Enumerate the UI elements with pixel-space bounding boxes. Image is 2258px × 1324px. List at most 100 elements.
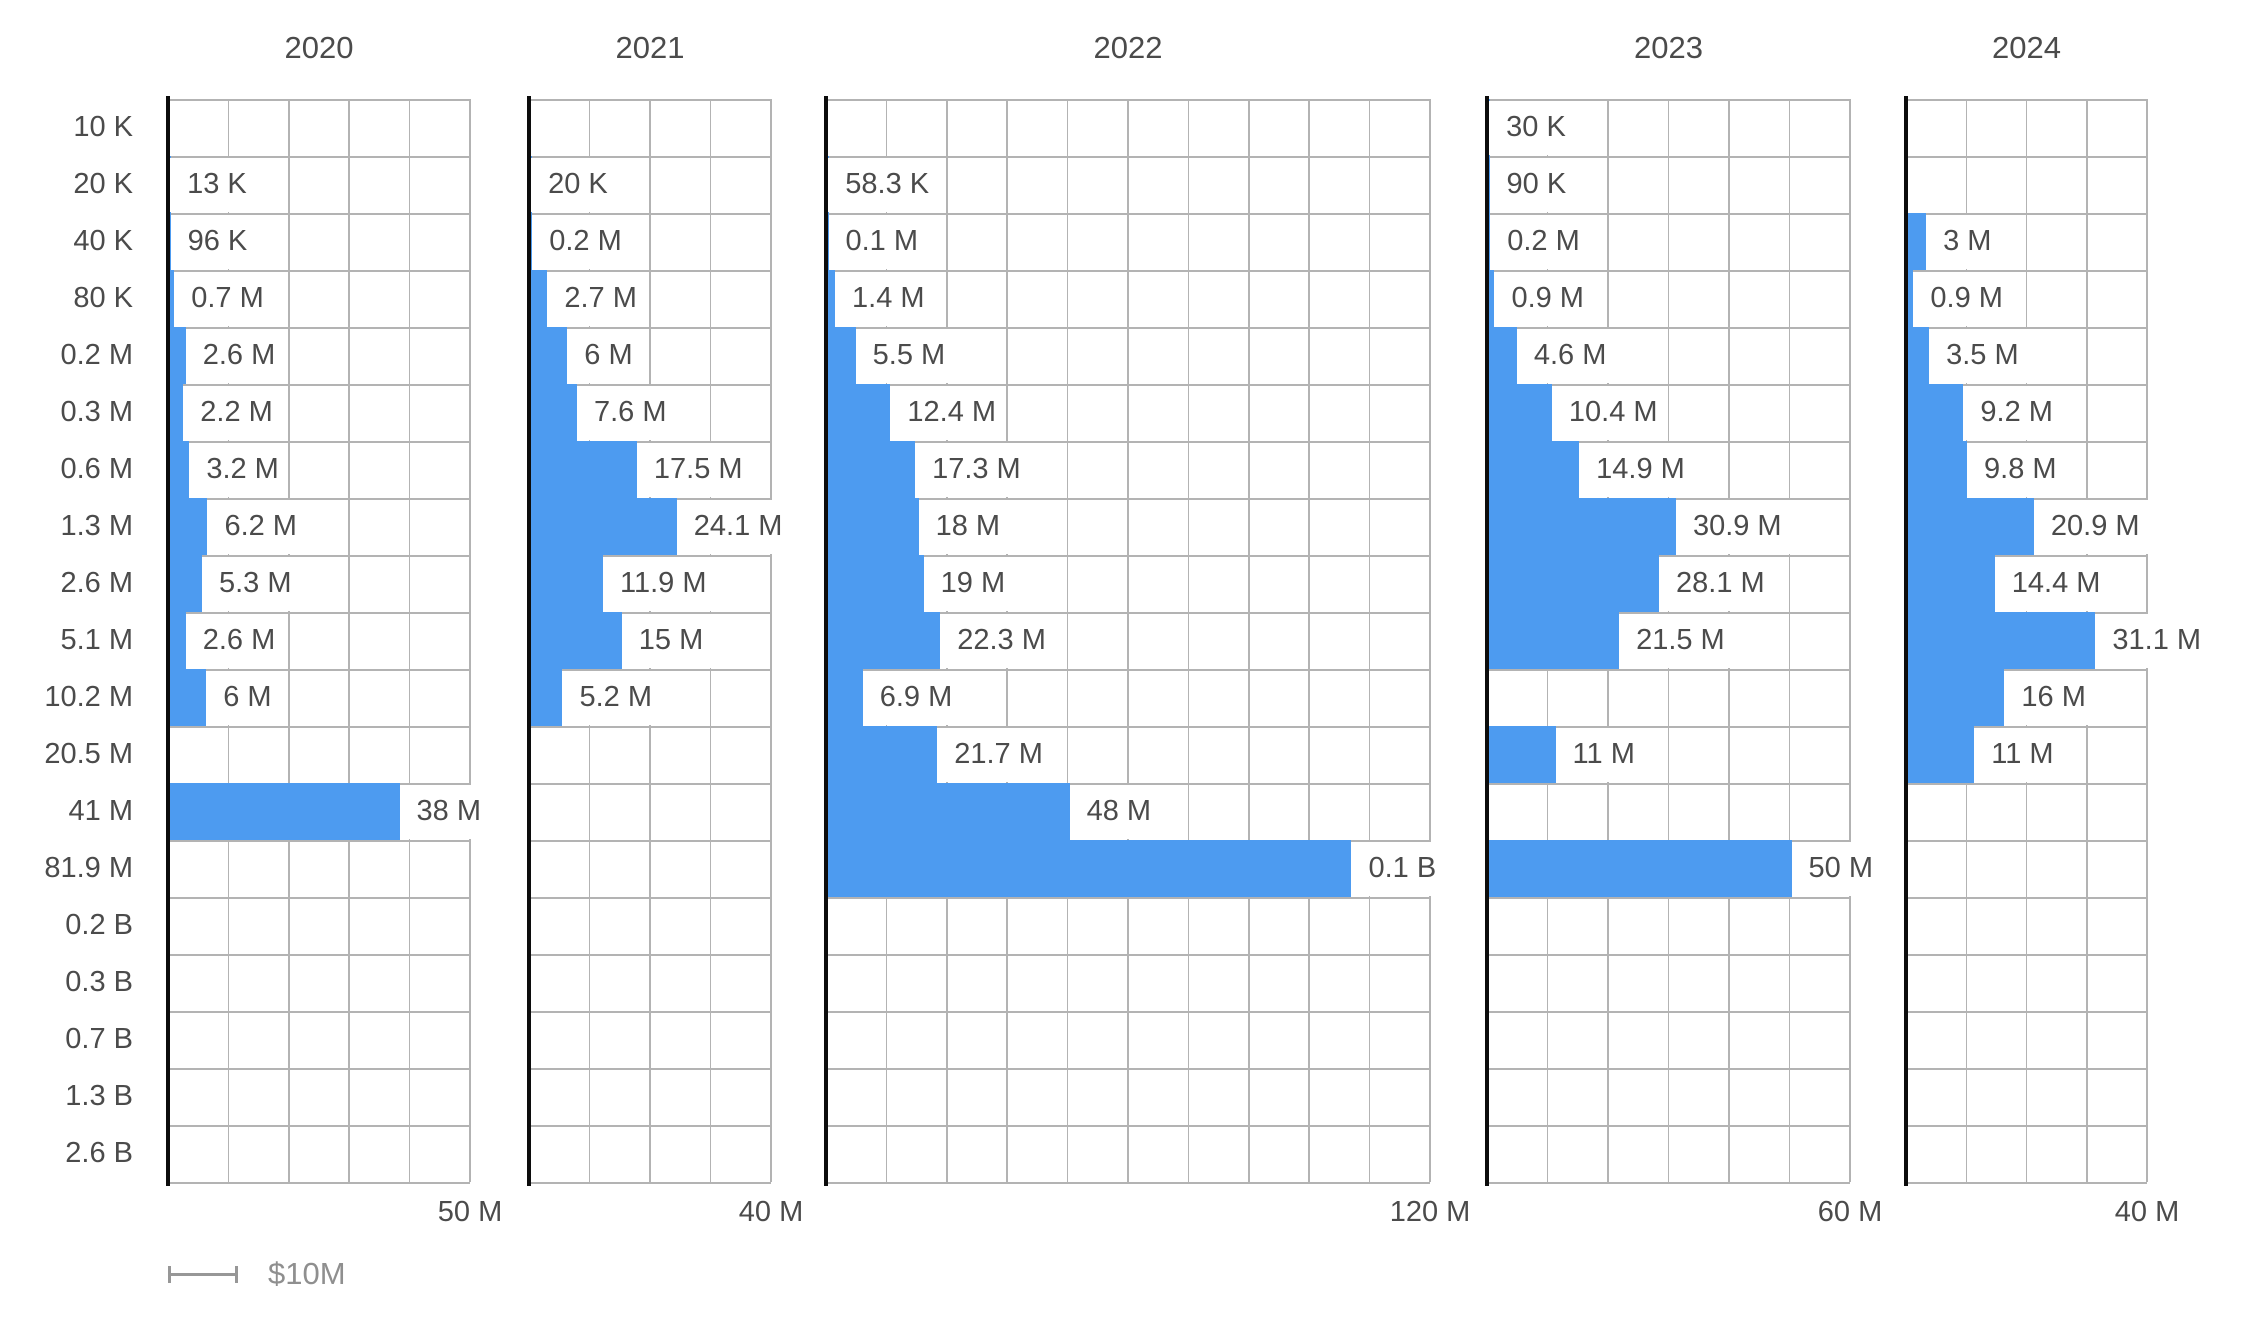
y-axis-label: 2.6 B — [65, 1137, 133, 1169]
y-axis-label: 40 K — [73, 225, 133, 257]
bar-value-label: 11.9 M — [602, 556, 715, 611]
bar — [1908, 384, 1964, 441]
bar — [531, 213, 533, 270]
panel-grid: 13 K 96 K 0.7 M 2.6 M 2.2 M 3.2 M 6.2 M 5.3 M 2.… — [166, 96, 489, 1186]
y-axis-label: 10 K — [73, 111, 133, 143]
bar — [170, 213, 171, 270]
bar-value-label: 0.2 M — [532, 214, 630, 269]
grid-line-horizontal — [168, 555, 470, 557]
bar-value-label: 96 K — [170, 214, 256, 269]
y-axis-label: 0.6 M — [60, 453, 133, 485]
grid-line-vertical — [469, 99, 471, 1182]
bar — [1489, 555, 1659, 612]
grid-line-horizontal — [168, 156, 470, 158]
bar-value-label: 21.7 M — [937, 727, 1051, 782]
bar — [531, 555, 603, 612]
grid-line-vertical — [1788, 99, 1791, 1182]
bar — [170, 783, 400, 840]
bar-value-label: 21.5 M — [1619, 613, 1733, 668]
bar — [1908, 270, 1914, 327]
grid-line-horizontal — [168, 1182, 470, 1184]
grid-line-horizontal — [529, 1182, 771, 1184]
bar-value-label: 17.5 M — [636, 442, 751, 497]
bar-value-label: 58.3 K — [828, 157, 938, 212]
bar-value-label: 3.5 M — [1929, 328, 2027, 383]
bar-value-label: 15 M — [621, 613, 712, 668]
y-axis-spine — [1904, 96, 1908, 1186]
bar-value-label: 2.6 M — [185, 613, 284, 668]
bar-value-label: 90 K — [1489, 157, 1575, 212]
bar — [1908, 498, 2034, 555]
bar — [828, 213, 829, 270]
bar — [828, 783, 1070, 840]
scale-legend-line — [168, 1266, 238, 1283]
y-axis-label: 80 K — [73, 282, 133, 314]
bar — [1489, 327, 1517, 384]
bar-value-label: 24.1 M — [676, 499, 791, 554]
x-axis-max-label: 40 M — [2114, 1196, 2180, 1228]
bar-value-label: 13 K — [170, 157, 255, 212]
bar-value-label: 14.4 M — [1994, 556, 2109, 611]
bar — [828, 441, 916, 498]
bar-value-label: 11 M — [1974, 727, 2062, 782]
y-axis-spine — [527, 96, 531, 1186]
bar — [1908, 669, 2005, 726]
bar-value-label: 19 M — [923, 556, 1014, 611]
y-axis-label: 41 M — [68, 795, 133, 827]
bar — [828, 384, 891, 441]
bar-value-label: 5.2 M — [562, 670, 660, 725]
bar — [1489, 498, 1676, 555]
bar — [1489, 840, 1792, 897]
grid-line-horizontal — [168, 327, 470, 329]
bar — [828, 555, 924, 612]
grid-line-horizontal — [168, 441, 470, 443]
panel-title: 2024 — [1992, 30, 2061, 65]
y-axis-label: 20.5 M — [44, 738, 133, 770]
bar — [531, 612, 622, 669]
y-axis-label: 0.2 B — [65, 909, 133, 941]
bar — [1489, 270, 1495, 327]
bar-value-label: 0.1 B — [1351, 841, 1445, 896]
bar-value-label: 0.9 M — [1913, 271, 2011, 326]
bar-value-label: 22.3 M — [940, 613, 1054, 668]
bar — [531, 270, 548, 327]
bar-value-label: 6 M — [567, 328, 641, 383]
bar — [1908, 441, 1968, 498]
grid-line-horizontal — [168, 954, 470, 956]
y-axis-label: 1.3 B — [65, 1080, 133, 1112]
bar-value-label: 31.1 M — [2095, 613, 2210, 668]
grid-line-vertical — [1127, 99, 1129, 1182]
grid-line-vertical — [408, 99, 411, 1182]
grid-line-horizontal — [168, 1125, 470, 1127]
grid-line-horizontal — [168, 213, 470, 215]
bar-value-label: 30.9 M — [1675, 499, 1790, 554]
bar-value-label: 3.2 M — [189, 442, 287, 497]
bar-value-label: 3 M — [1926, 214, 2000, 269]
bar-value-label: 0.7 M — [174, 271, 272, 326]
bar — [170, 612, 186, 669]
bar — [1489, 612, 1620, 669]
grid-line-vertical — [1187, 99, 1190, 1182]
y-axis-label: 0.3 M — [60, 396, 133, 428]
x-axis-max-label: 120 M — [1389, 1196, 1471, 1228]
bar-value-label: 0.9 M — [1494, 271, 1592, 326]
bar-value-label: 10.4 M — [1551, 385, 1666, 440]
grid-line-horizontal — [168, 1011, 470, 1013]
grid-line-horizontal — [168, 897, 470, 899]
grid-line-vertical — [288, 99, 290, 1182]
panel-title: 2021 — [615, 30, 685, 65]
y-axis-label: 2.6 M — [60, 567, 133, 599]
bar — [828, 669, 863, 726]
grid-line-horizontal — [168, 1068, 470, 1070]
bar — [1489, 384, 1552, 441]
grid-line-horizontal — [1487, 1182, 1850, 1184]
grid-line-horizontal — [168, 270, 470, 272]
bar — [1489, 156, 1490, 213]
grid-line-horizontal — [168, 498, 470, 500]
bar — [828, 327, 856, 384]
bar — [828, 726, 938, 783]
y-axis-spine — [166, 96, 170, 1186]
y-axis-label: 81.9 M — [44, 852, 133, 884]
bar-value-label: 48 M — [1069, 784, 1160, 839]
